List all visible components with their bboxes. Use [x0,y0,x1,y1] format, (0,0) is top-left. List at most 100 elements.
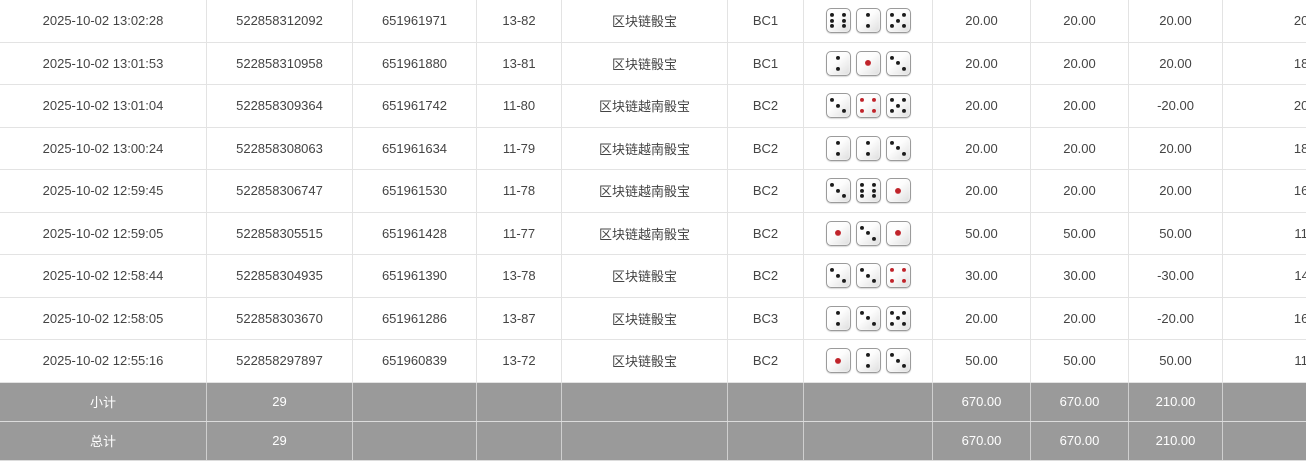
table-row[interactable]: 2025-10-02 12:55:16 522858297897 651960839… [0,339,1306,383]
die-pip [860,268,865,273]
table-row[interactable]: 2025-10-02 13:00:24 522858308063 651961634… [0,127,1306,170]
cell-round: 11-78 [476,169,562,213]
cell-payout-amount: 50.00 [1128,339,1223,383]
table-row[interactable]: 2025-10-02 12:59:45 522858306747 651961530… [0,169,1306,213]
table-row[interactable]: 2025-10-02 12:58:44 522858304935 651961390… [0,254,1306,298]
cell-round-no: 651960839 [352,339,477,383]
dice-group [810,263,926,289]
dice-group [810,50,926,76]
die-pip [841,194,846,199]
die-pip [895,358,900,363]
table-row[interactable]: 2025-10-02 13:01:04 522858309364 651961742… [0,84,1306,128]
die-pip [830,268,835,273]
summary-label: 总计 [0,421,207,461]
die-pip [871,236,876,241]
die-pip [871,188,876,193]
die-pip [901,321,906,326]
cell-order-no: 522858297897 [206,339,353,383]
die-face-3 [885,135,911,161]
cell-game-name: 区块链越南骰宝 [561,127,728,170]
cell-time: 2025-10-02 12:58:05 [0,297,207,340]
die-pip [890,98,895,103]
cell-valid-amount: 30.00 [1030,254,1129,298]
die-face-1 [825,220,851,246]
summary-game-name [561,382,728,422]
die-pip [865,13,870,18]
cell-table-code: BC2 [727,339,804,383]
cell-valid-amount: 50.00 [1030,339,1129,383]
cell-valid-amount: 20.00 [1030,297,1129,340]
die-pip [871,98,876,103]
die-face-3 [825,93,851,119]
summary-game-name [561,421,728,461]
table-row[interactable]: 2025-10-02 13:01:53 522858310958 651961880… [0,42,1306,85]
summary-round-no [352,382,477,422]
die-pip [860,109,865,114]
cell-game-name: 区块链骰宝 [561,254,728,298]
summary-round-no [352,421,477,461]
cell-table-code: BC2 [727,84,804,128]
cell-time: 2025-10-02 13:02:28 [0,0,207,43]
cell-dice-result [803,212,933,255]
die-pip [835,66,840,71]
die-pip [901,279,906,284]
die-pip [835,357,841,364]
die-pip [830,24,835,29]
die-pip [860,188,865,193]
cell-time: 2025-10-02 13:01:53 [0,42,207,85]
die-pip [835,230,841,237]
cell-table-code: BC2 [727,169,804,213]
cell-table-code: BC3 [727,297,804,340]
summary-round [476,382,562,422]
die-face-3 [825,178,851,204]
die-pip [901,151,906,156]
die-face-2 [825,50,851,76]
cell-time: 2025-10-02 13:00:24 [0,127,207,170]
die-pip [865,140,870,145]
die-face-2 [825,135,851,161]
die-pip [841,109,846,114]
die-face-5 [885,8,911,34]
cell-round-no: 651961530 [352,169,477,213]
cell-order-no: 522858304935 [206,254,353,298]
cell-bet-amount: 20.00 [932,169,1031,213]
cell-round-no: 651961634 [352,127,477,170]
cell-round: 11-79 [476,127,562,170]
table-row[interactable]: 2025-10-02 12:58:05 522858303670 651961286… [0,297,1306,340]
die-face-1 [825,348,851,374]
die-pip [841,279,846,284]
summary-dice [803,421,933,461]
die-pip [901,24,906,29]
cell-order-no: 522858308063 [206,127,353,170]
die-face-1 [855,50,881,76]
die-pip [835,55,840,60]
die-pip [835,188,840,193]
cell-payout-amount: 20.00 [1128,127,1223,170]
cell-valid-amount: 20.00 [1030,0,1129,43]
die-pip [865,273,870,278]
cell-order-no: 522858303670 [206,297,353,340]
cell-payout-amount: -20.00 [1128,297,1223,340]
die-pip [835,151,840,156]
die-pip [895,103,900,108]
summary-table-code [727,421,804,461]
die-pip [901,364,906,369]
cell-bet-amount: 20.00 [932,127,1031,170]
die-pip [895,146,900,151]
die-pip [860,194,865,199]
dice-group [810,178,926,204]
die-pip [865,60,871,67]
cell-bet-amount: 20.00 [932,84,1031,128]
summary-table-code [727,382,804,422]
die-pip [871,109,876,114]
cell-payout-amount: -20.00 [1128,84,1223,128]
die-pip [865,151,870,156]
die-pip [841,13,846,18]
table-row[interactable]: 2025-10-02 12:59:05 522858305515 651961428… [0,212,1306,255]
dice-group [810,135,926,161]
summary-valid-amount: 670.00 [1030,421,1129,461]
die-pip [865,364,870,369]
table-row[interactable]: 2025-10-02 13:02:28 522858312092 651961971… [0,0,1306,43]
cell-round: 11-80 [476,84,562,128]
